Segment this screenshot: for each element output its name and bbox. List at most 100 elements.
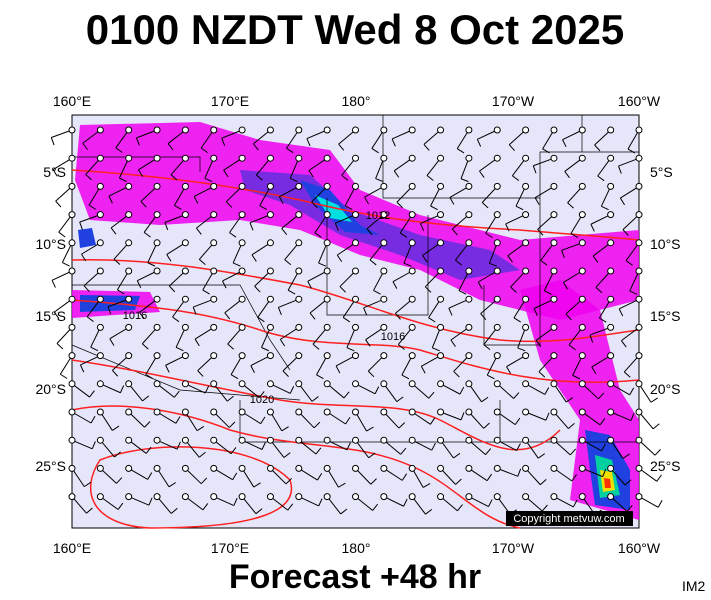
wind-barb — [323, 464, 346, 488]
barb-station — [352, 239, 359, 247]
barb-flag — [82, 142, 88, 150]
wind-barb — [318, 239, 331, 267]
barb-flag — [84, 481, 92, 488]
barb-flag — [341, 174, 349, 181]
barb-staff — [128, 496, 150, 506]
barb-staff — [513, 298, 527, 319]
barb-station — [238, 267, 246, 275]
wind-barb — [373, 267, 388, 295]
barb-station — [408, 126, 416, 134]
barb-staff — [80, 355, 101, 366]
barb-staff — [533, 298, 555, 309]
wind-barb — [369, 239, 388, 266]
barb-staff — [477, 129, 498, 140]
wind-barb — [507, 239, 530, 263]
barb-staff — [454, 242, 470, 261]
wind-barb — [257, 295, 274, 323]
barb-flag — [512, 175, 520, 181]
barb-staff — [621, 327, 640, 342]
barb-flag — [393, 170, 400, 178]
barb-station — [210, 295, 218, 303]
barb-flag — [62, 262, 70, 267]
barb-station — [607, 182, 615, 190]
barb-staff — [138, 157, 158, 171]
barb-station — [295, 408, 303, 416]
wind-barb — [86, 295, 104, 322]
barb-staff — [312, 327, 328, 345]
barb-flag — [255, 174, 263, 181]
barb-station — [153, 211, 161, 219]
barb-flag — [204, 385, 210, 394]
barb-flag — [453, 452, 461, 459]
barb-staff — [241, 439, 263, 450]
wind-barb — [403, 239, 416, 267]
wind-barb — [542, 126, 558, 154]
wind-barb — [364, 182, 388, 205]
barb-flag — [625, 260, 633, 266]
barb-staff — [598, 298, 612, 319]
barb-staff — [383, 439, 402, 455]
wind-barb — [380, 408, 406, 429]
barb-station — [266, 464, 274, 472]
wind-barb — [352, 493, 379, 511]
barb-flag — [343, 391, 350, 399]
barb-staff — [440, 439, 454, 459]
wind-barb — [295, 436, 322, 455]
wind-barb — [254, 267, 274, 293]
barb-staff — [430, 186, 441, 207]
barb-station — [238, 464, 246, 472]
barb-staff — [533, 157, 555, 167]
copyright: Copyright metvuw.com — [513, 513, 624, 525]
barb-staff — [485, 214, 498, 234]
barb-flag — [193, 196, 199, 204]
wind-barb — [110, 211, 133, 235]
barb-flag — [221, 138, 226, 146]
barb-station — [68, 211, 76, 219]
wind-barb — [125, 493, 153, 506]
barb-station — [550, 267, 558, 275]
wind-barb — [266, 464, 293, 485]
barb-flag — [394, 313, 401, 320]
wind-barb — [508, 126, 530, 152]
barb-flag — [166, 254, 172, 262]
barb-station — [380, 126, 388, 134]
wind-barb — [222, 267, 246, 289]
barb-station — [522, 408, 530, 416]
wind-barb — [287, 267, 303, 295]
barb-staff — [582, 411, 601, 426]
barb-staff — [309, 298, 328, 314]
barb-flag — [345, 417, 351, 425]
wind-barb — [578, 464, 607, 478]
barb-station — [96, 464, 104, 472]
barb-staff — [497, 467, 518, 477]
barb-station — [96, 267, 104, 275]
barb-station — [323, 239, 331, 247]
barb-station — [295, 182, 303, 190]
barb-station — [437, 154, 445, 162]
wind-barb — [59, 352, 76, 379]
barb-flag — [318, 498, 323, 507]
wind-barb — [68, 493, 93, 514]
wind-barb — [600, 182, 615, 211]
barb-station — [465, 464, 473, 472]
barb-staff — [346, 327, 356, 348]
barb-flag — [563, 282, 568, 290]
barb-staff — [286, 129, 300, 149]
barb-station — [352, 436, 359, 444]
barb-flag — [90, 346, 99, 352]
wind-barb — [380, 436, 407, 455]
barb-station — [408, 352, 416, 360]
barb-station — [96, 380, 104, 388]
barb-flag — [542, 148, 550, 154]
barb-station — [295, 154, 303, 162]
barb-station — [96, 352, 104, 360]
barb-staff — [510, 270, 526, 288]
barb-staff — [109, 326, 129, 340]
barb-staff — [165, 355, 186, 366]
wind-barb — [250, 352, 274, 373]
barb-flag — [622, 229, 629, 236]
wind-barb — [90, 323, 104, 352]
wind-barb — [266, 380, 295, 394]
barb-station — [153, 182, 161, 190]
wind-barb — [522, 464, 547, 486]
